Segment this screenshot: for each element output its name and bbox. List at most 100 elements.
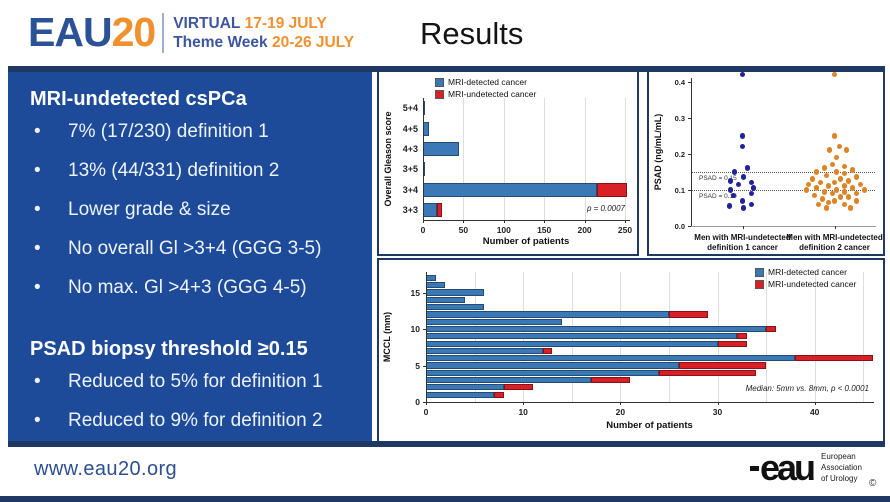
x-group-label: Men with MRI-undetected bbox=[694, 233, 791, 242]
scatter-dot bbox=[821, 165, 828, 172]
copyright-mark: © bbox=[869, 478, 877, 489]
y-tick-mark bbox=[688, 189, 691, 191]
scatter-dot bbox=[803, 187, 810, 193]
org-line: European bbox=[821, 452, 856, 461]
bar-segment bbox=[717, 340, 747, 347]
gleason-bar-chart: 3+3 3+4 3+5 4+3 4+5 5+4 0 50 100 150 200 250 Number … bbox=[377, 70, 639, 256]
bar-segment bbox=[426, 296, 465, 303]
bar-segment bbox=[426, 377, 592, 384]
scatter-dot bbox=[841, 183, 848, 190]
y-tick-mark bbox=[688, 226, 691, 227]
bar-segment bbox=[423, 141, 459, 156]
x-tick-label: 250 bbox=[617, 225, 633, 235]
scatter-dot bbox=[829, 161, 836, 168]
scatter-dot bbox=[819, 196, 826, 202]
scatter-dot bbox=[829, 190, 836, 197]
scatter-dot bbox=[739, 143, 746, 150]
bullet-item: Reduced to 5% for definition 1 bbox=[30, 369, 358, 394]
cspca-bullet-list: 7% (17/230) definition 1 13% (44/331) de… bbox=[30, 119, 358, 300]
y-tick-label: 10 bbox=[410, 324, 420, 335]
x-tick-mark bbox=[426, 402, 427, 405]
x-tick-label: 150 bbox=[537, 225, 552, 235]
panel-heading-cspca: MRI-undetected csPCa bbox=[30, 88, 247, 110]
y-tick-mark bbox=[423, 402, 426, 403]
annotation: Median: 5mm vs. 8mm, p < 0.0001 bbox=[745, 384, 869, 393]
scatter-dot bbox=[825, 199, 832, 206]
scatter-dot bbox=[833, 154, 840, 161]
y-tick-label: 0.1 bbox=[674, 185, 685, 195]
y-tick-label: 0.2 bbox=[674, 149, 685, 159]
scatter-dot bbox=[739, 132, 746, 139]
summary-panel: MRI-undetected csPCa 7% (17/230) definit… bbox=[8, 72, 372, 441]
scatter-dot bbox=[841, 201, 848, 208]
annotation: p = 0.0007 bbox=[586, 204, 625, 213]
y-tick-label: 0.0 bbox=[674, 222, 685, 231]
logo-20-part: 20 bbox=[111, 9, 157, 55]
bar-segment bbox=[426, 369, 660, 376]
legend-label: MRI-undetected cancer bbox=[768, 279, 857, 289]
scatter-dot bbox=[727, 187, 734, 193]
theme-week-label: Theme Week bbox=[173, 33, 268, 51]
scatter-dot bbox=[821, 188, 828, 195]
eau20-url-link[interactable]: www.eau20.org bbox=[34, 458, 178, 480]
org-line: Association bbox=[821, 462, 862, 472]
scatter-dot bbox=[847, 205, 854, 211]
scatter-dot bbox=[813, 169, 820, 175]
x-axis-line bbox=[691, 226, 876, 227]
scatter-dot bbox=[837, 194, 844, 200]
x-group-label: definition 2 cancer bbox=[799, 243, 870, 252]
bar-segment bbox=[503, 384, 533, 391]
y-tick-label: 5+4 bbox=[402, 103, 418, 114]
bar-segment bbox=[426, 274, 436, 282]
y-tick-mark bbox=[688, 153, 691, 155]
gridline bbox=[584, 98, 586, 220]
page-title: Results bbox=[420, 16, 524, 51]
y-tick-label: 3+4 bbox=[402, 184, 418, 195]
eau-logo-dash bbox=[750, 465, 759, 471]
bar-segment bbox=[659, 369, 757, 376]
bullet-item: 13% (44/331) definition 2 bbox=[30, 158, 358, 183]
reference-line bbox=[691, 189, 875, 191]
scatter-dot bbox=[831, 132, 838, 139]
bar-segment bbox=[426, 384, 504, 391]
x-tick-mark bbox=[584, 220, 586, 223]
x-axis-title: Number of patients bbox=[482, 236, 570, 247]
scatter-dot bbox=[826, 147, 833, 153]
scatter-dot bbox=[817, 179, 824, 186]
header-divider-bar bbox=[8, 66, 885, 72]
y-axis-title: Overall Gleason score bbox=[383, 111, 393, 207]
logo-divider bbox=[162, 12, 165, 53]
scatter-dot bbox=[823, 172, 830, 179]
bar-segment bbox=[766, 325, 776, 333]
bar-segment bbox=[423, 182, 597, 197]
x-tick-mark bbox=[463, 220, 465, 223]
legend-label: MRI-detected cancer bbox=[448, 77, 527, 87]
scatter-dot bbox=[845, 194, 852, 200]
bar-segment bbox=[426, 355, 796, 362]
x-axis-line bbox=[423, 220, 630, 221]
y-tick-mark bbox=[688, 81, 691, 83]
bar-segment bbox=[426, 325, 767, 333]
legend-swatch bbox=[755, 268, 764, 277]
bar-segment bbox=[426, 391, 495, 398]
x-tick-label: 10 bbox=[518, 407, 528, 417]
scatter-dot bbox=[735, 181, 742, 188]
x-tick-label: 0 bbox=[423, 407, 429, 417]
scatter-dot bbox=[750, 185, 757, 191]
bar-segment bbox=[423, 202, 437, 217]
bar-segment bbox=[596, 182, 628, 197]
gridline bbox=[863, 272, 865, 402]
scatter-dot bbox=[740, 174, 747, 181]
scatter-dot bbox=[845, 178, 852, 184]
y-tick-label: 3+3 bbox=[402, 204, 418, 215]
y-axis-line bbox=[423, 98, 424, 221]
panel-heading-psad: PSAD biopsy threshold ≥0.15 bbox=[30, 338, 308, 360]
gridline bbox=[766, 272, 768, 402]
group-tick-mark bbox=[742, 226, 744, 229]
scatter-dot bbox=[813, 185, 820, 191]
scatter-dot bbox=[823, 205, 830, 211]
scatter-dot bbox=[740, 205, 747, 211]
reference-line bbox=[691, 171, 875, 173]
scatter-dot bbox=[731, 169, 738, 175]
